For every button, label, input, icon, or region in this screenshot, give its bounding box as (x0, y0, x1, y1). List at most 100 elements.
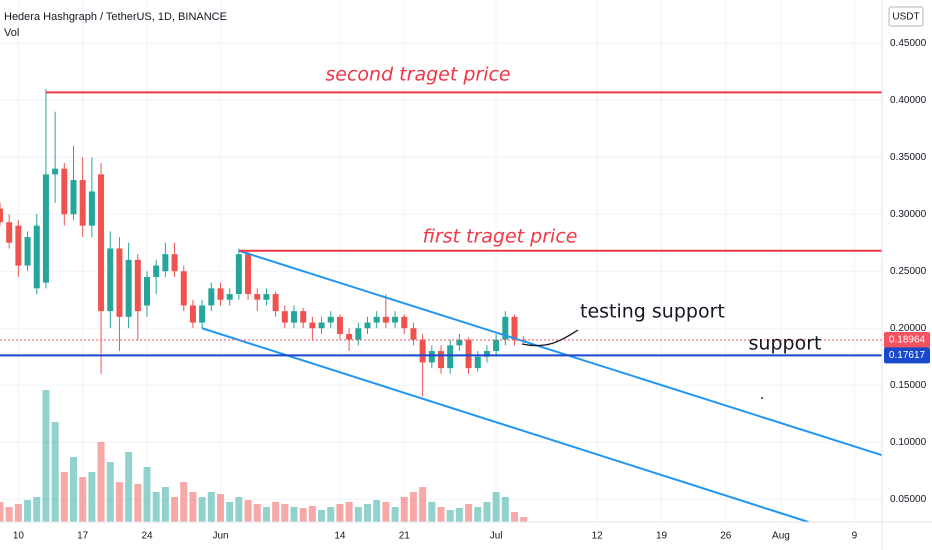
volume-bar (88, 472, 96, 522)
line-label: support (749, 333, 822, 355)
volume-bar (501, 497, 509, 522)
candle-body (493, 339, 500, 352)
volume-bar (14, 504, 22, 522)
candle-body (107, 248, 114, 312)
y-tick-label: 0.45000 (890, 38, 927, 49)
volume-label: Vol (4, 27, 19, 39)
candle-body (447, 345, 454, 369)
volume-bar (134, 484, 142, 522)
candle-body (254, 294, 261, 300)
y-tick-label: 0.05000 (890, 494, 927, 505)
price-tag-label: 0.17617 (889, 350, 926, 361)
volume-bar (106, 462, 114, 522)
x-tick-label: 14 (334, 531, 346, 542)
volume-bar (244, 500, 252, 522)
x-tick-label: 12 (592, 531, 604, 542)
x-tick-label: 26 (720, 531, 732, 542)
y-tick-label: 0.10000 (890, 437, 927, 448)
volume-bar (272, 502, 280, 522)
candle-body (483, 351, 490, 357)
candle-body (153, 265, 160, 277)
volume-bar (437, 507, 445, 522)
candle-body (346, 333, 353, 340)
volume-bar (419, 487, 427, 522)
candle-body (355, 328, 362, 340)
price-tag-label: 0.18964 (889, 335, 926, 346)
line-label: first traget price (423, 226, 578, 248)
volume-bar (511, 512, 518, 522)
volume-bar (446, 510, 454, 522)
candle-body (199, 305, 206, 323)
x-tick-label: 21 (399, 531, 411, 542)
x-tick-label: Jun (212, 531, 228, 542)
candle-body (474, 356, 481, 369)
candle-body (171, 254, 178, 272)
candle-body (180, 271, 187, 306)
currency[interactable]: USDT (892, 12, 919, 23)
y-tick-label: 0.40000 (890, 95, 927, 106)
volume-bar (97, 442, 105, 522)
line-label: second traget price (325, 64, 510, 86)
note-arrow (521, 329, 579, 347)
candle-body (217, 288, 224, 300)
candle-body (520, 339, 527, 341)
candle-body (79, 180, 86, 226)
candle-body (410, 328, 417, 340)
volume-bar (327, 507, 335, 522)
volume-bar (24, 500, 32, 522)
candle-body (42, 174, 49, 283)
grid (0, 0, 882, 522)
volume-bar (400, 497, 408, 522)
candle-body (125, 259, 132, 317)
candle-body (245, 254, 252, 295)
volume-bar (70, 457, 77, 522)
candle-body (419, 339, 426, 363)
volume-bar (455, 508, 463, 522)
volume-bar (281, 504, 289, 522)
candle-body (428, 351, 435, 363)
candle-body (226, 294, 233, 300)
x-tick-label: 9 (852, 531, 858, 542)
volume-bar (207, 492, 215, 522)
volume-bar (42, 390, 50, 522)
candle-body (98, 174, 105, 312)
volume-bar (382, 502, 390, 522)
candle-body (208, 288, 215, 306)
annotations (0, 91, 883, 523)
dot (761, 397, 763, 399)
candle-body (438, 351, 444, 369)
candle-body (235, 254, 242, 295)
candle-body (511, 316, 518, 340)
volume-bar (520, 517, 528, 522)
volume-bar (308, 506, 316, 522)
candle-body (336, 316, 343, 334)
x-tick-label: Aug (772, 531, 790, 542)
volume-bar (33, 497, 41, 522)
volume-bar (60, 472, 68, 522)
volume-bar (354, 507, 362, 522)
y-tick-label: 0.30000 (890, 209, 927, 220)
candle-body (272, 294, 279, 312)
candle-body (70, 180, 77, 215)
volume-bar (217, 494, 224, 522)
volume-bar (364, 504, 371, 522)
volume-bar (253, 504, 261, 522)
candle-body (373, 316, 380, 323)
candle-body (465, 339, 472, 369)
volume-bar (345, 502, 353, 522)
volume-bar (5, 507, 13, 522)
volume-bar (198, 497, 206, 522)
volume-bar (391, 507, 399, 522)
y-tick-label: 0.15000 (890, 380, 927, 391)
candle-body (0, 208, 3, 223)
candles (0, 88, 527, 397)
currency-box[interactable] (888, 6, 924, 27)
candle-body (33, 225, 40, 289)
candle-body (6, 222, 13, 243)
volume-bar (465, 504, 473, 522)
candle-body (318, 322, 325, 329)
x-tick-label: 24 (141, 531, 153, 542)
volume-bar (262, 507, 270, 522)
volume-bar (483, 502, 491, 522)
volume-bar (336, 504, 344, 522)
